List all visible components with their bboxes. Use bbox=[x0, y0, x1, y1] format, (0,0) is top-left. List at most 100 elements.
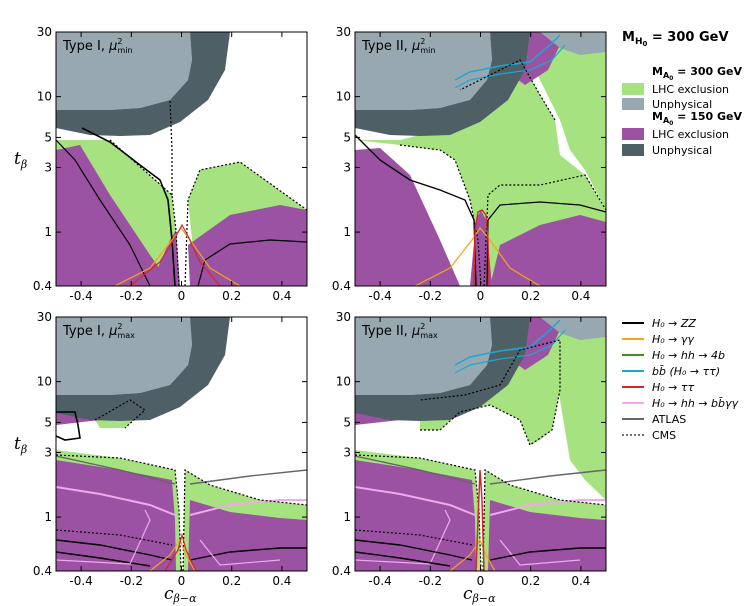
svg-text:MA0 = 300 GeV: MA0 = 300 GeV bbox=[652, 65, 743, 82]
tautau-contour bbox=[475, 469, 485, 571]
panel-title-tl: Type I, μ2 min bbox=[62, 37, 133, 55]
legend-channels: H₀ → ZZ H₀ → γγ H₀ → hh → 4b bb̄ (H₀ → ττ) H… bbox=[622, 317, 739, 442]
legend-label-lhc-150: LHC exclusion bbox=[652, 128, 729, 141]
panel-title-bl: Type I, μ2 max bbox=[62, 322, 135, 340]
y-axis-label-top: tβ bbox=[14, 149, 27, 171]
x-tick-label: -0.4 bbox=[368, 574, 391, 588]
legend-swatch-lhc-300 bbox=[622, 83, 644, 95]
y-tick-label: 30 bbox=[336, 25, 351, 39]
bbtautau-contour-2 bbox=[454, 329, 566, 374]
legend-label-tautau: H₀ → ττ bbox=[652, 381, 695, 394]
panel-bottom-right bbox=[354, 316, 607, 572]
zz-contour bbox=[56, 411, 81, 441]
y-tick-label: 0.4 bbox=[332, 279, 351, 293]
bbtautau-contour-2 bbox=[454, 44, 566, 89]
lhc-150-region bbox=[355, 148, 460, 286]
hhbbgg-contour bbox=[56, 486, 307, 516]
x-tick-label: -0.2 bbox=[419, 574, 442, 588]
x-tick-label: -0.4 bbox=[69, 574, 92, 588]
svg-text:MA0 = 150 GeV: MA0 = 150 GeV bbox=[652, 110, 743, 127]
lhc-150-region-right bbox=[188, 205, 307, 286]
zz-contour-low bbox=[355, 539, 606, 567]
legend-label-unphys-150: Unphysical bbox=[652, 144, 712, 157]
y-tick-label: 1 bbox=[44, 510, 52, 524]
legend-swatch-unphys-150 bbox=[622, 144, 644, 156]
legend-block-150: MA0 = 150 GeV LHC exclusion Unphysical bbox=[622, 110, 743, 157]
x-tick-label: -0.2 bbox=[120, 574, 143, 588]
panel-top-left bbox=[55, 31, 308, 287]
cms-contour bbox=[56, 399, 307, 571]
tautau-contour bbox=[129, 223, 221, 286]
zz-contour-low bbox=[56, 539, 307, 567]
x-tick-label: 0.4 bbox=[571, 574, 590, 588]
svg-text:tβ: tβ bbox=[14, 434, 27, 456]
bbtautau-contour bbox=[454, 34, 561, 81]
y-tick-label: 3 bbox=[44, 445, 52, 459]
legend-swatch-lhc-150 bbox=[622, 128, 644, 140]
y-tick-label: 0.4 bbox=[33, 564, 52, 578]
lhc-150-region-right bbox=[490, 215, 606, 286]
y-tick-label: 5 bbox=[44, 130, 52, 144]
panel-top-right bbox=[354, 31, 607, 287]
legend-label-bbtautau: bb̄ (H₀ → ττ) bbox=[652, 365, 720, 378]
cms-contour bbox=[355, 339, 606, 571]
y-tick-label: 10 bbox=[336, 375, 351, 389]
unphysical-300-region bbox=[355, 317, 492, 395]
x-tick-label: 0 bbox=[477, 289, 485, 303]
y-tick-label: 0.4 bbox=[33, 279, 52, 293]
hhbbgg-contour-2 bbox=[355, 509, 581, 566]
y-tick-label: 1 bbox=[343, 225, 351, 239]
unphysical-150-region bbox=[355, 32, 530, 136]
atlas-contour bbox=[355, 455, 606, 485]
unphysical-150-region bbox=[56, 317, 230, 421]
y-tick-label: 30 bbox=[37, 25, 52, 39]
legend-label-lhc-300: LHC exclusion bbox=[652, 83, 729, 96]
x-tick-label: 0 bbox=[477, 574, 485, 588]
y-tick-label: 10 bbox=[37, 375, 52, 389]
unphysical-300-region bbox=[56, 317, 192, 395]
atlas-contour bbox=[56, 455, 307, 485]
y-tick-label: 5 bbox=[343, 130, 351, 144]
unphysical-300-region bbox=[355, 32, 492, 110]
cms-contour bbox=[399, 59, 606, 286]
lhc-150-right bbox=[488, 500, 606, 571]
bbtautau-contour bbox=[454, 319, 561, 366]
y-axis-label-bottom: tβ bbox=[14, 434, 27, 456]
y-tick-label: 10 bbox=[336, 90, 351, 104]
hhbbgg-contour bbox=[355, 486, 606, 516]
x-tick-label: 0 bbox=[178, 574, 186, 588]
lhc-300-right bbox=[520, 32, 606, 210]
x-tick-label: 0.2 bbox=[521, 289, 540, 303]
lhc-300-top bbox=[520, 317, 606, 500]
y-tick-label: 3 bbox=[343, 445, 351, 459]
lhc-150-right bbox=[188, 500, 307, 571]
y-tick-label: 10 bbox=[37, 90, 52, 104]
y-tick-label: 30 bbox=[37, 310, 52, 324]
y-tick-label: 3 bbox=[343, 160, 351, 174]
y-tick-label: 30 bbox=[336, 310, 351, 324]
gg-contour bbox=[149, 538, 196, 571]
tautau-contour bbox=[473, 209, 490, 286]
legend-label-ZZ: H₀ → ZZ bbox=[652, 317, 696, 330]
mass-header: MH0 = 300 GeV bbox=[622, 30, 729, 48]
unphysical-300-region bbox=[56, 32, 192, 110]
x-tick-label: 0.4 bbox=[272, 289, 291, 303]
x-tick-label: 0.4 bbox=[272, 574, 291, 588]
x-tick-label: -0.4 bbox=[69, 289, 92, 303]
gg-contour bbox=[449, 538, 496, 571]
tautau-contour bbox=[164, 532, 197, 571]
legend-block-300: MA0 = 300 GeV LHC exclusion Unphysical bbox=[622, 65, 743, 111]
x-axis-label-left: cβ−α bbox=[164, 584, 197, 605]
zz-contour-2 bbox=[56, 139, 151, 286]
legend-label-gg: H₀ → γγ bbox=[652, 333, 694, 346]
legend-label-cms: CMS bbox=[652, 429, 676, 442]
legend-label-unphys-300: Unphysical bbox=[652, 98, 712, 111]
panel-title-tr: Type II, μ2 min bbox=[361, 37, 435, 55]
y-tick-label: 5 bbox=[44, 415, 52, 429]
hhbbgg-contour-2 bbox=[56, 509, 281, 566]
legend-label-hhbbgg: H₀ → hh → bb̄γγ bbox=[652, 397, 739, 410]
gg-contour bbox=[414, 226, 541, 286]
